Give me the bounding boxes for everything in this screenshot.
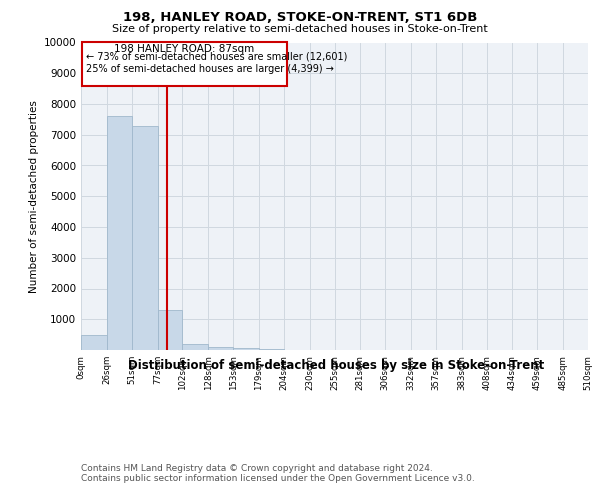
- Y-axis label: Number of semi-detached properties: Number of semi-detached properties: [29, 100, 40, 292]
- Text: Contains HM Land Registry data © Crown copyright and database right 2024.: Contains HM Land Registry data © Crown c…: [81, 464, 433, 473]
- Bar: [208, 347, 233, 350]
- Text: Distribution of semi-detached houses by size in Stoke-on-Trent: Distribution of semi-detached houses by …: [128, 359, 544, 372]
- Bar: [259, 349, 284, 350]
- FancyBboxPatch shape: [82, 42, 287, 86]
- Bar: [182, 344, 208, 350]
- Bar: [107, 116, 132, 350]
- Text: Size of property relative to semi-detached houses in Stoke-on-Trent: Size of property relative to semi-detach…: [112, 24, 488, 34]
- Bar: [233, 348, 259, 350]
- Text: 25% of semi-detached houses are larger (4,399) →: 25% of semi-detached houses are larger (…: [86, 64, 334, 74]
- Bar: [158, 310, 182, 350]
- Bar: [81, 334, 107, 350]
- Text: ← 73% of semi-detached houses are smaller (12,601): ← 73% of semi-detached houses are smalle…: [86, 52, 347, 62]
- Text: Contains public sector information licensed under the Open Government Licence v3: Contains public sector information licen…: [81, 474, 475, 483]
- Text: 198, HANLEY ROAD, STOKE-ON-TRENT, ST1 6DB: 198, HANLEY ROAD, STOKE-ON-TRENT, ST1 6D…: [123, 11, 477, 24]
- Text: 198 HANLEY ROAD: 87sqm: 198 HANLEY ROAD: 87sqm: [114, 44, 254, 54]
- Bar: [132, 126, 158, 350]
